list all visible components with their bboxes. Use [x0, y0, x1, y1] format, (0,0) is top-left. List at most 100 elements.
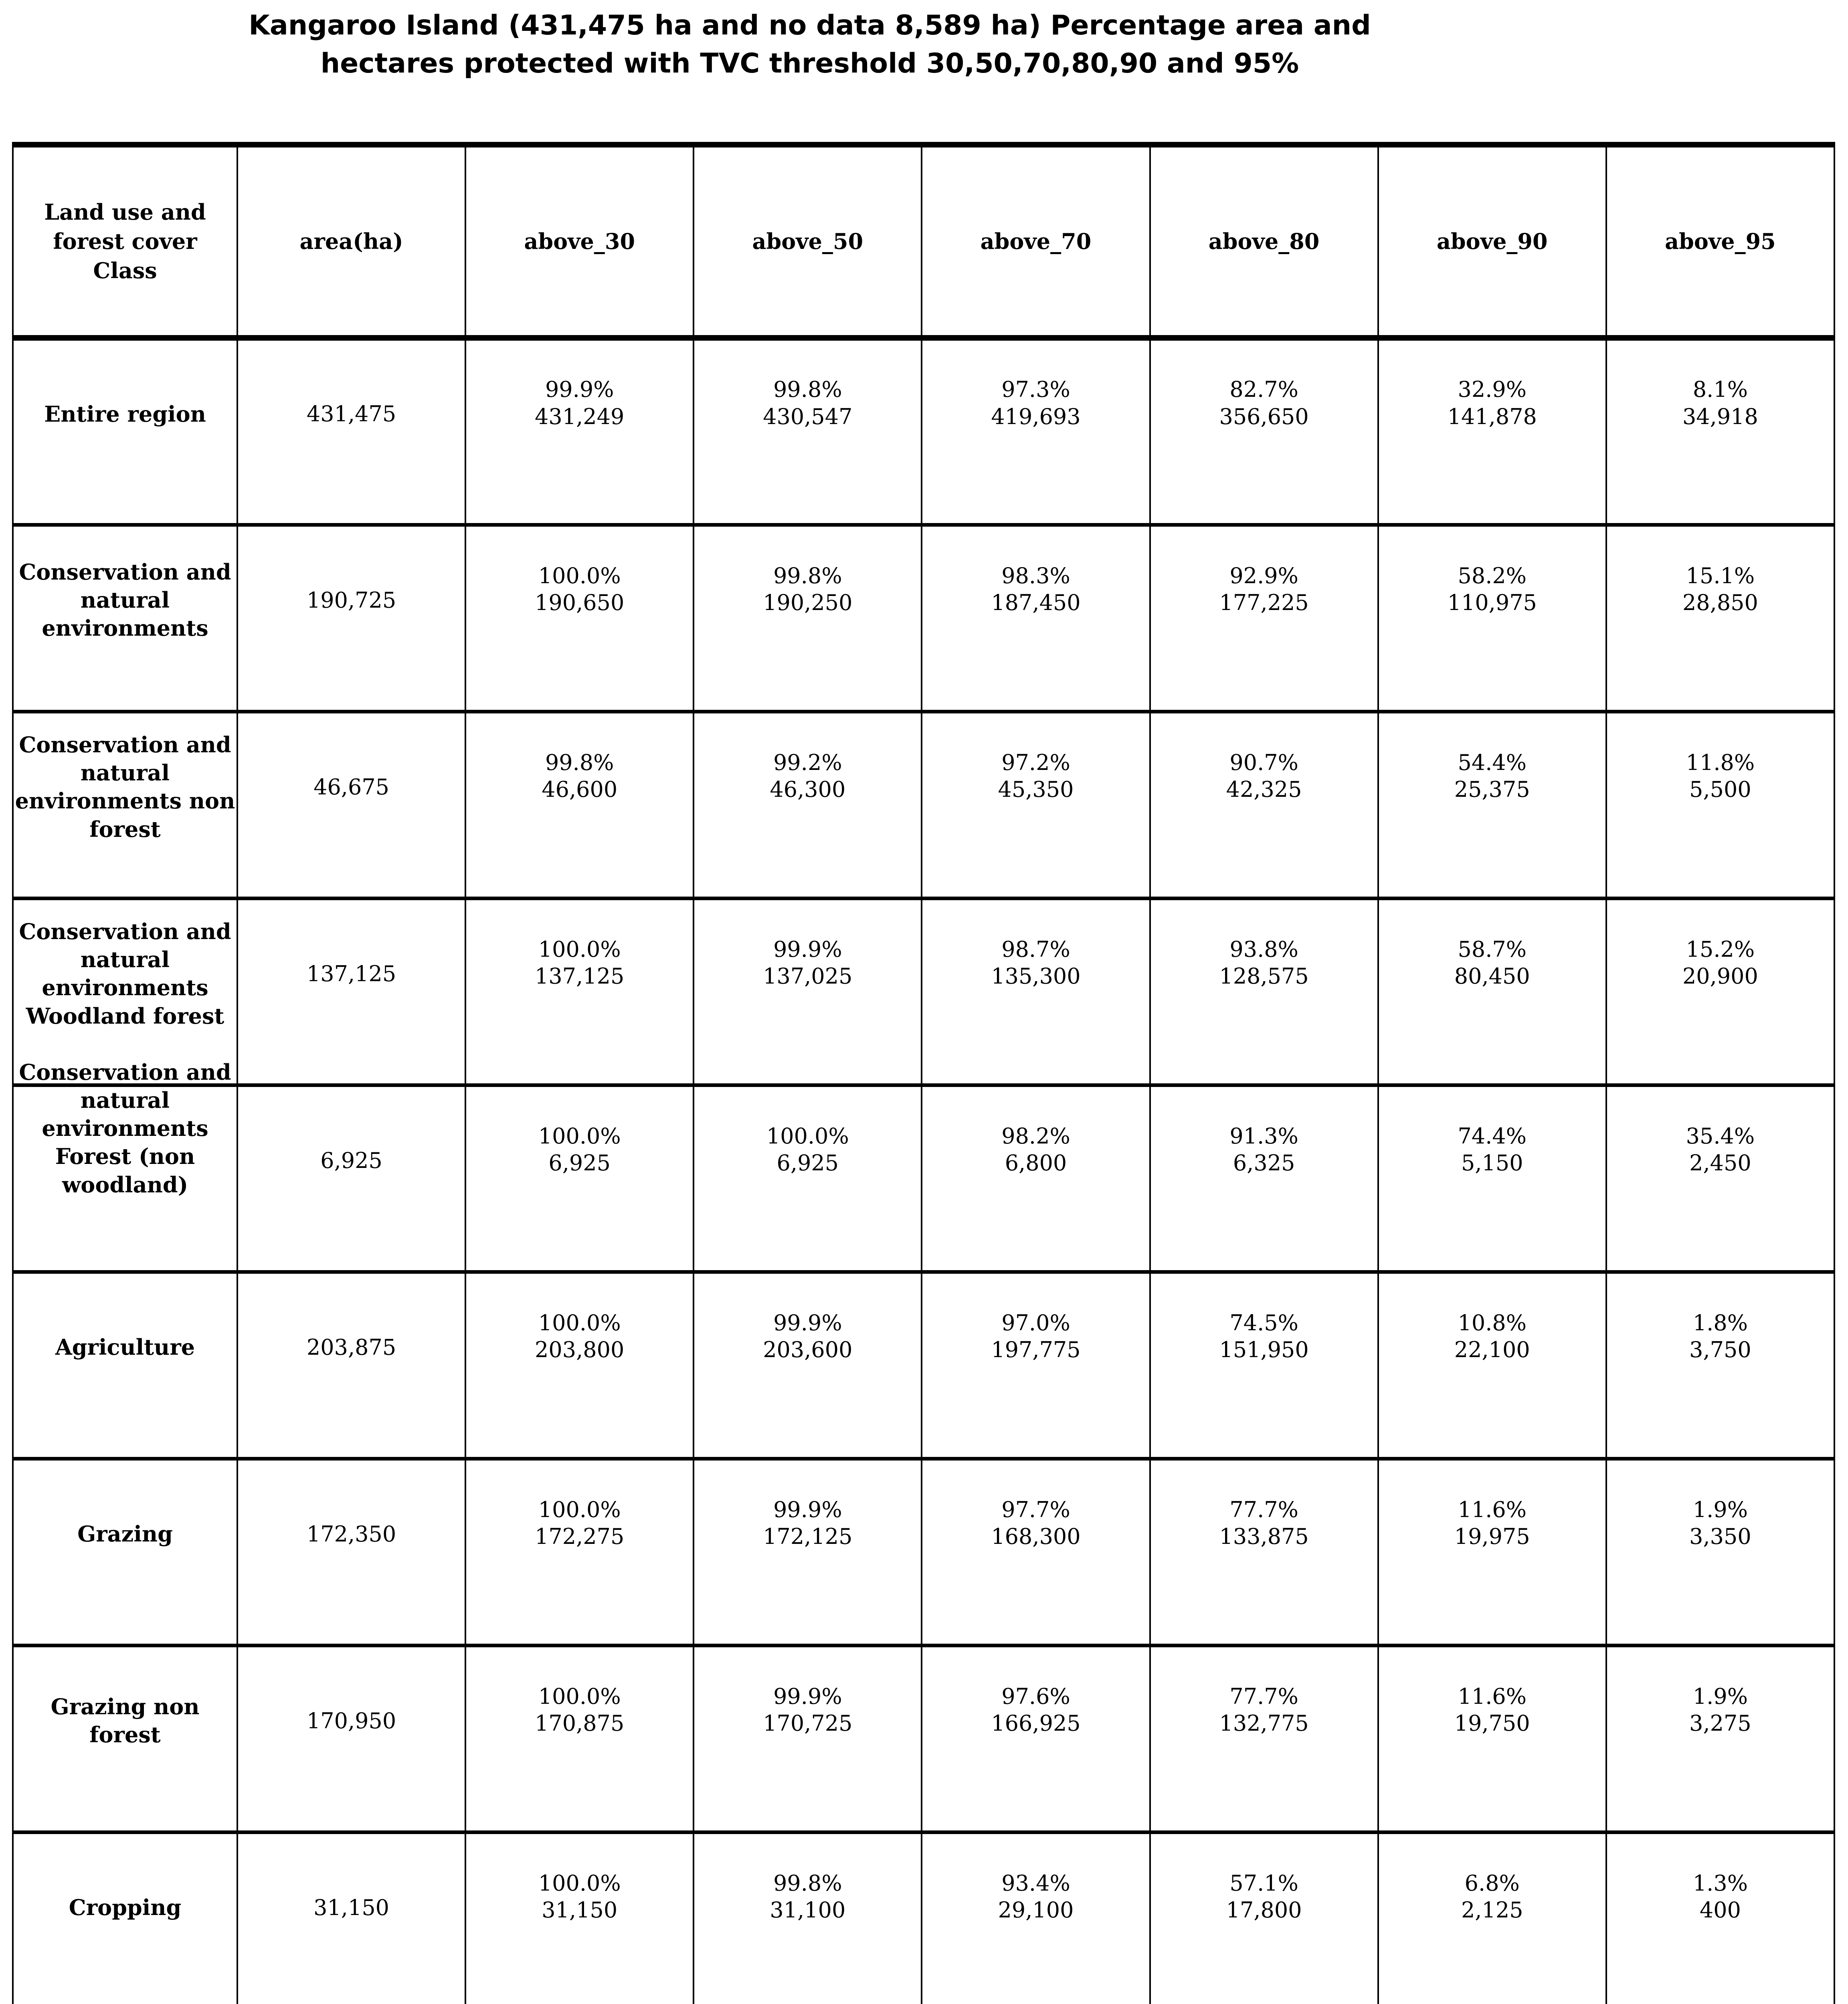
pct-value: 97.2% [1001, 749, 1070, 775]
threshold-values: 11.6% 19,975 [1379, 1496, 1605, 1550]
threshold-values: 11.6% 19,750 [1379, 1683, 1605, 1737]
threshold-cell: 11.8% 5,500 [1605, 709, 1836, 900]
table-row: Conservation and natural environments 190… [12, 523, 1836, 713]
threshold-values: 99.8% 46,600 [466, 749, 693, 803]
row-label-cell: Grazing [12, 1457, 238, 1647]
area-value: 46,675 [313, 774, 390, 800]
threshold-cell: 100.0% 170,875 [465, 1643, 695, 1834]
ha-value: 172,125 [763, 1524, 853, 1549]
row-label: Grazing [77, 1521, 173, 1547]
table-row: Conservation and natural environments Wo… [12, 896, 1836, 1087]
threshold-cell: 1.9% 3,350 [1605, 1457, 1836, 1647]
area-value: 6,925 [320, 1147, 382, 1173]
threshold-cell: 92.9% 177,225 [1149, 523, 1379, 713]
ha-value: 170,875 [535, 1711, 625, 1736]
threshold-values: 93.8% 128,575 [1151, 936, 1377, 990]
pct-value: 100.0% [538, 1497, 621, 1522]
area-cell: 190,725 [236, 523, 467, 713]
threshold-values: 57.1% 17,800 [1151, 1870, 1377, 1924]
column-header-class: Land use and forest cover Class [12, 142, 238, 341]
threshold-cell: 100.0% 137,125 [465, 896, 695, 1087]
pct-value: 8.1% [1692, 377, 1748, 402]
ha-value: 20,900 [1682, 964, 1758, 989]
column-header-above-70: above_70 [921, 142, 1151, 341]
threshold-cell: 97.3% 419,693 [921, 336, 1151, 527]
threshold-cell: 10.8% 22,100 [1377, 1270, 1607, 1461]
pct-value: 6.8% [1464, 1870, 1520, 1896]
pct-value: 100.0% [538, 563, 621, 588]
pct-value: 97.7% [1001, 1497, 1070, 1522]
threshold-cell: 99.9% 172,125 [693, 1457, 923, 1647]
threshold-cell: 1.8% 3,750 [1605, 1270, 1836, 1461]
ha-value: 168,300 [991, 1524, 1081, 1549]
pct-value: 93.4% [1001, 1870, 1070, 1896]
ha-value: 2,450 [1689, 1150, 1751, 1176]
ha-value: 431,249 [535, 404, 625, 429]
pct-value: 99.8% [773, 1870, 842, 1896]
threshold-values: 99.9% 170,725 [694, 1683, 921, 1737]
threshold-cell: 100.0% 6,925 [465, 1083, 695, 1274]
threshold-cell: 100.0% 203,800 [465, 1270, 695, 1461]
pct-value: 99.2% [773, 749, 842, 775]
threshold-cell: 100.0% 6,925 [693, 1083, 923, 1274]
pct-value: 99.8% [773, 377, 842, 402]
threshold-cell: 97.0% 197,775 [921, 1270, 1151, 1461]
column-header-above-50: above_50 [693, 142, 923, 341]
threshold-cell: 74.4% 5,150 [1377, 1083, 1607, 1274]
threshold-values: 6.8% 2,125 [1379, 1870, 1605, 1924]
pct-value: 74.5% [1229, 1310, 1298, 1335]
ha-value: 5,500 [1689, 777, 1751, 802]
threshold-cell: 93.8% 128,575 [1149, 896, 1379, 1087]
row-label: Conservation and natural environments no… [15, 732, 235, 842]
threshold-cell: 11.6% 19,750 [1377, 1643, 1607, 1834]
pct-value: 97.3% [1001, 377, 1070, 402]
area-cell: 172,350 [236, 1457, 467, 1647]
threshold-cell: 98.7% 135,300 [921, 896, 1151, 1087]
threshold-values: 97.7% 168,300 [922, 1496, 1149, 1550]
area-value: 203,875 [306, 1334, 396, 1360]
table-row: Cropping 31,150 100.0% 31,150 99.8% 31,100 93.… [12, 1830, 1836, 2004]
pct-value: 11.6% [1458, 1497, 1527, 1522]
threshold-values: 100.0% 31,150 [466, 1870, 693, 1924]
threshold-values: 99.8% 430,547 [694, 376, 921, 430]
threshold-values: 93.4% 29,100 [922, 1870, 1149, 1924]
threshold-cell: 57.1% 17,800 [1149, 1830, 1379, 2004]
pct-value: 99.9% [773, 1310, 842, 1335]
threshold-cell: 6.8% 2,125 [1377, 1830, 1607, 2004]
column-header-label: above_50 [752, 228, 863, 254]
threshold-cell: 98.3% 187,450 [921, 523, 1151, 713]
ha-value: 19,975 [1454, 1524, 1530, 1549]
threshold-cell: 97.7% 168,300 [921, 1457, 1151, 1647]
pct-value: 99.9% [545, 377, 614, 402]
threshold-cell: 99.8% 46,600 [465, 709, 695, 900]
threshold-values: 98.3% 187,450 [922, 562, 1149, 616]
threshold-values: 74.5% 151,950 [1151, 1309, 1377, 1364]
ha-value: 29,100 [998, 1897, 1074, 1923]
ha-value: 203,800 [535, 1337, 625, 1363]
threshold-cell: 99.8% 31,100 [693, 1830, 923, 2004]
ha-value: 151,950 [1219, 1337, 1309, 1363]
ha-value: 25,375 [1454, 777, 1530, 802]
area-value: 190,725 [306, 587, 396, 613]
table-row: Conservation and natural environments no… [12, 709, 1836, 900]
area-cell: 6,925 [236, 1083, 467, 1274]
row-label-cell: Conservation and natural environments Fo… [12, 1059, 238, 1274]
threshold-cell: 77.7% 133,875 [1149, 1457, 1379, 1647]
ha-value: 6,925 [776, 1150, 839, 1176]
ha-value: 128,575 [1219, 964, 1309, 989]
ha-value: 197,775 [991, 1337, 1081, 1363]
ha-value: 2,125 [1461, 1897, 1523, 1923]
column-header-label: above_95 [1665, 228, 1776, 254]
pct-value: 32.9% [1458, 377, 1527, 402]
area-cell: 31,150 [236, 1830, 467, 2004]
pct-value: 11.6% [1458, 1683, 1527, 1709]
area-cell: 170,950 [236, 1643, 467, 1834]
threshold-cell: 93.4% 29,100 [921, 1830, 1151, 2004]
threshold-values: 99.9% 172,125 [694, 1496, 921, 1550]
pct-value: 90.7% [1229, 749, 1298, 775]
threshold-cell: 54.4% 25,375 [1377, 709, 1607, 900]
pct-value: 15.1% [1686, 563, 1755, 588]
pct-value: 100.0% [538, 1310, 621, 1335]
area-cell: 203,875 [236, 1270, 467, 1461]
ha-value: 137,025 [763, 964, 853, 989]
